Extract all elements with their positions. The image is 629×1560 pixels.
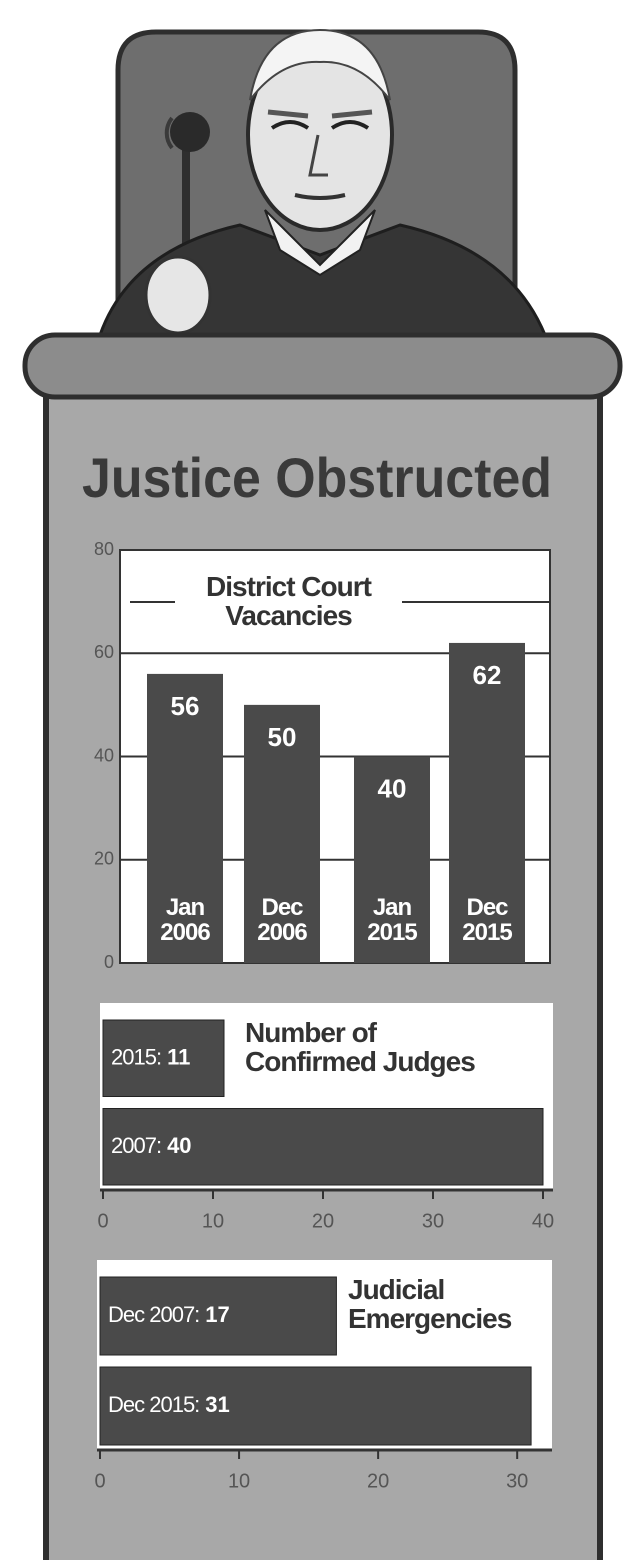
infographic: Justice Obstructed 0 20 40 60 80 56 50 40 62 0 10 2… [0, 0, 629, 1560]
x-tick-label: 20 [367, 1470, 389, 1492]
y-tick-label: 20 [94, 849, 114, 869]
bar-label: 2015:11 [111, 1044, 190, 1069]
value-label: 31 [205, 1392, 229, 1417]
chart-title: Judicial Emergencies [348, 1275, 538, 1334]
chart-title: District Court Vacancies [175, 572, 402, 631]
x-tick-label: 20 [312, 1210, 334, 1232]
chart-title: Number of Confirmed Judges [245, 1018, 485, 1077]
value-label: 50 [268, 722, 297, 752]
x-tick-label: 10 [202, 1210, 224, 1232]
value-label: 17 [205, 1302, 229, 1327]
gavel-head [170, 112, 210, 152]
bar-label: 2007:40 [111, 1133, 192, 1158]
x-tick-label: 0 [94, 1470, 105, 1492]
page-title: Justice Obstructed [82, 446, 552, 509]
value-label: 11 [167, 1044, 190, 1069]
y-tick-label: 0 [104, 952, 114, 972]
x-tick-label: 10 [228, 1470, 250, 1492]
hand [146, 257, 210, 333]
category-label: 2015: [111, 1044, 161, 1069]
value-label: 40 [167, 1133, 191, 1158]
value-label: 56 [171, 691, 200, 721]
category-label: 2007: [111, 1133, 161, 1158]
value-label: 40 [378, 773, 407, 803]
x-tick-label: 0 [97, 1210, 108, 1232]
category-label: Dec 2015: [108, 1392, 199, 1417]
x-tick-label: Dec 2006 [244, 895, 320, 945]
x-tick-label: 40 [532, 1210, 554, 1232]
category-label: Dec 2007: [108, 1302, 199, 1327]
bar-label: Dec 2007:17 [108, 1302, 230, 1327]
y-tick-label: 60 [94, 642, 114, 662]
x-tick-label: 30 [506, 1470, 528, 1492]
podium-top [25, 335, 620, 397]
y-tick-label: 80 [94, 539, 114, 559]
x-tick-label: 30 [422, 1210, 444, 1232]
value-label: 62 [473, 660, 502, 690]
bar-label: Dec 2015:31 [108, 1392, 230, 1417]
x-tick-label: Jan 2015 [354, 895, 430, 945]
x-tick-label: Dec 2015 [449, 895, 525, 945]
x-tick-label: Jan 2006 [147, 895, 223, 945]
y-tick-label: 40 [94, 745, 114, 765]
